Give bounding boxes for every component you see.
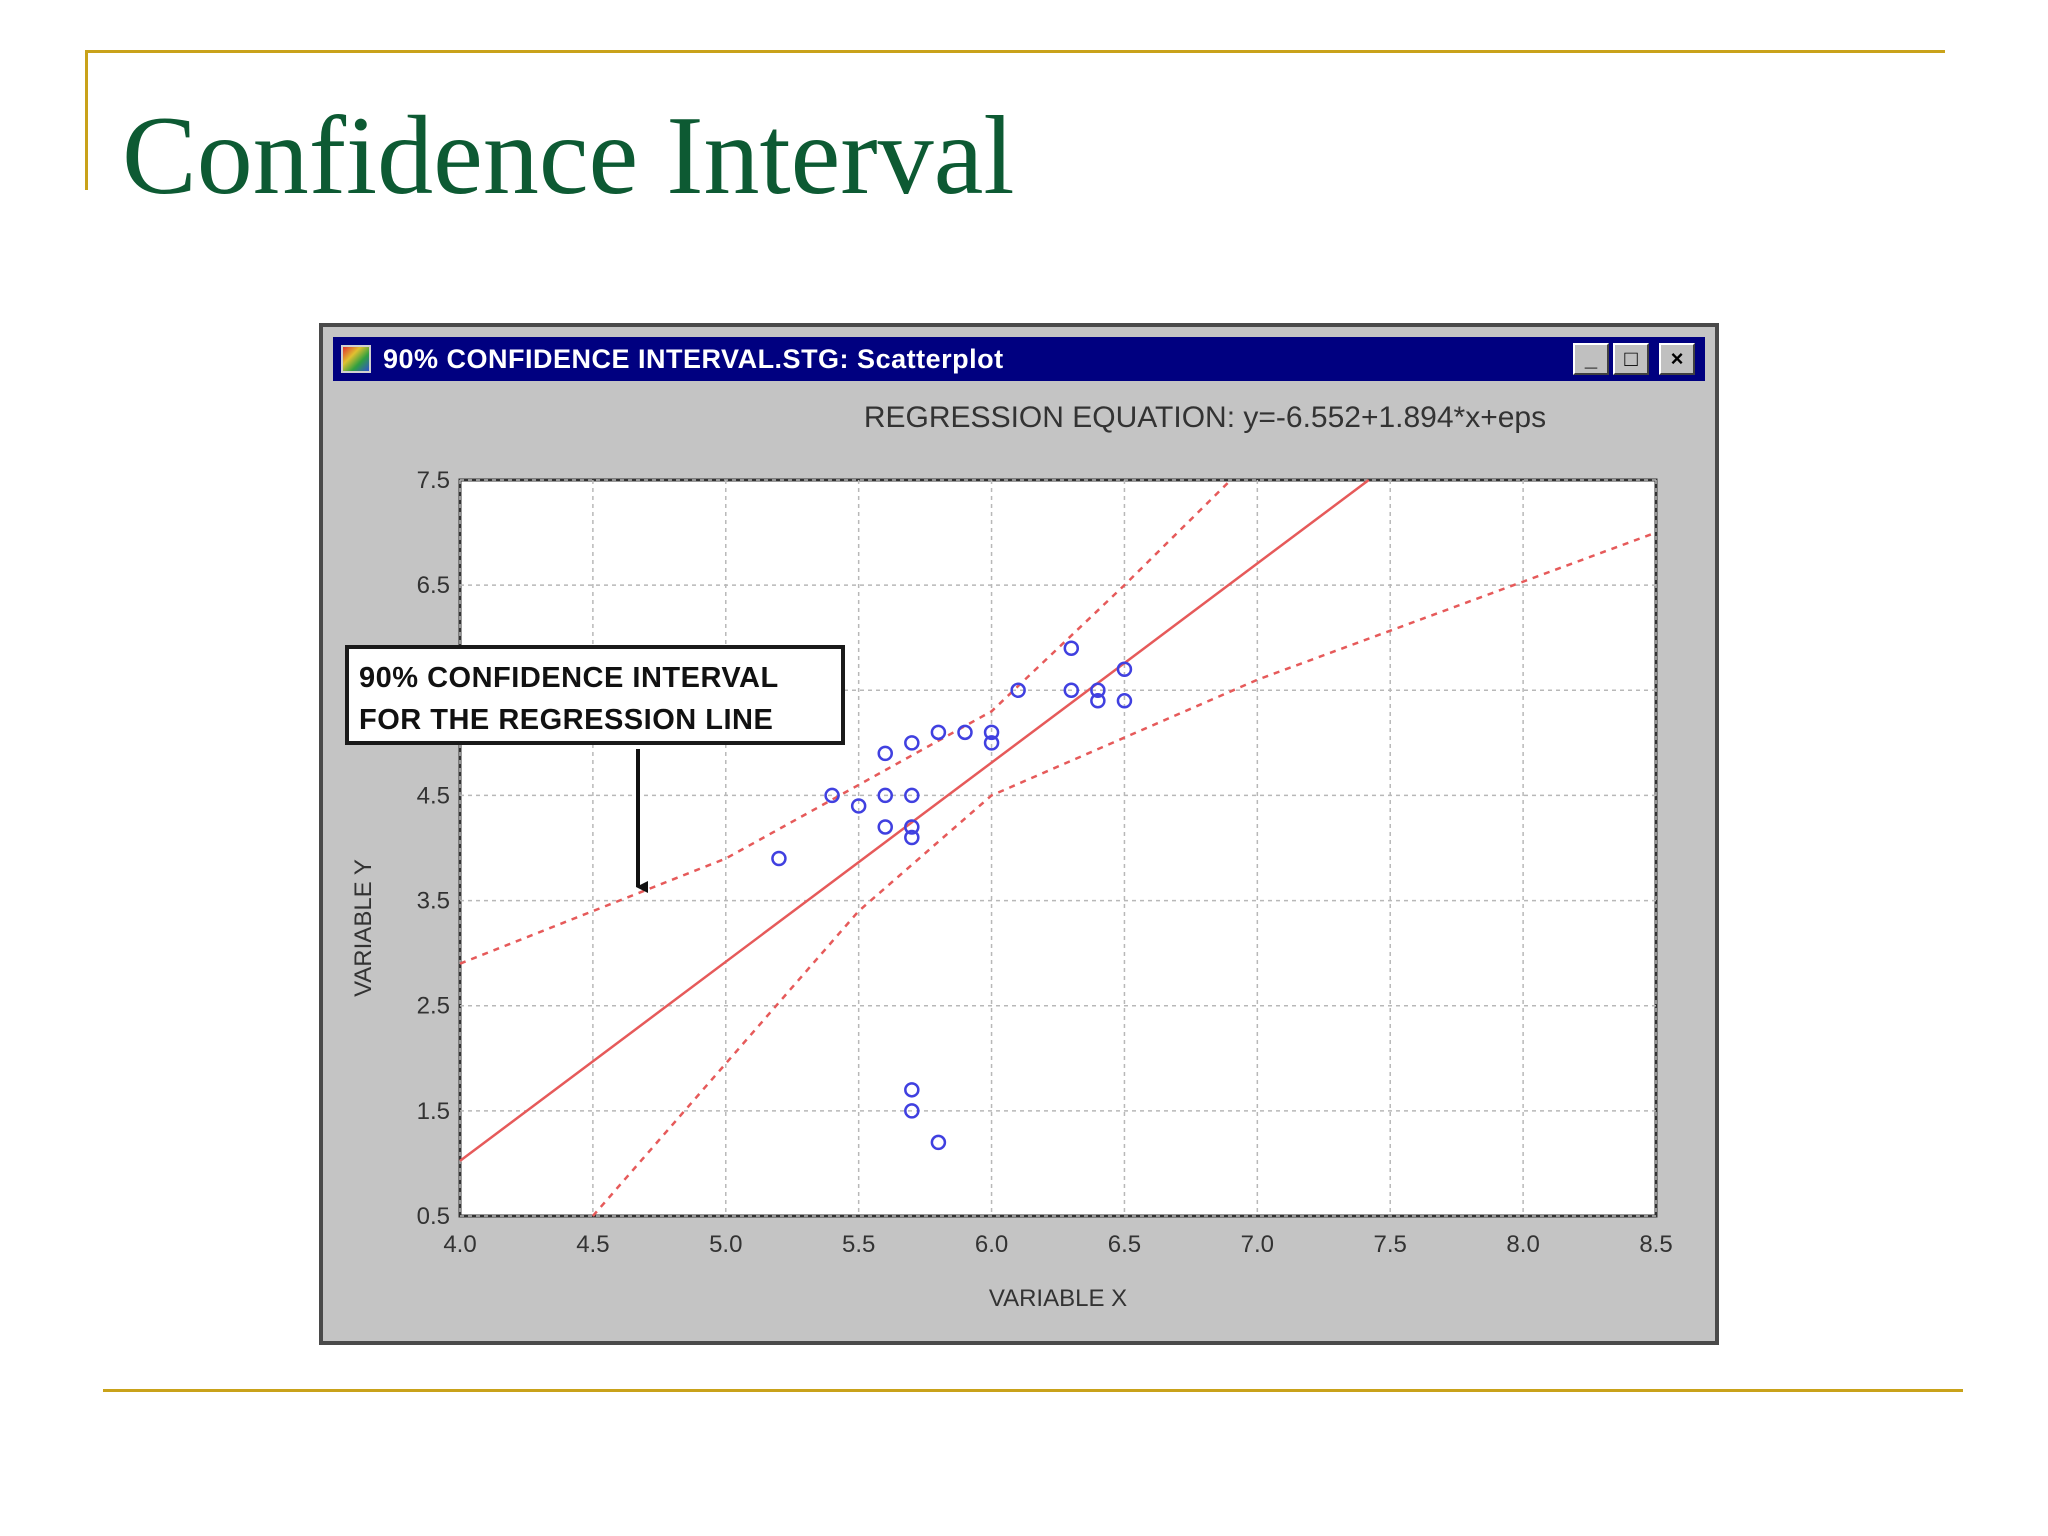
data-point	[1090, 693, 1106, 709]
data-point	[904, 819, 920, 835]
callout-line-2: FOR THE REGRESSION LINE	[359, 704, 774, 736]
data-point	[904, 1082, 920, 1098]
bottom-rule	[103, 1389, 1963, 1392]
x-tick-label: 6.0	[975, 1231, 1008, 1258]
x-tick-label: 5.5	[842, 1231, 875, 1258]
data-point	[904, 1103, 920, 1119]
x-tick-label: 8.5	[1639, 1231, 1672, 1258]
plot-area	[458, 478, 1658, 1218]
data-point	[1010, 682, 1026, 699]
data-point	[877, 819, 893, 835]
data-point	[983, 724, 1000, 741]
slide-title: Confidence Interval	[122, 94, 1015, 218]
chart-title: REGRESSION EQUATION: y=-6.552+1.894*x+ep…	[864, 401, 1546, 434]
y-tick-label: 2.5	[417, 993, 450, 1020]
data-point	[1063, 682, 1080, 699]
scatterplot-chart: REGRESSION EQUATION: y=-6.552+1.894*x+ep…	[350, 401, 1673, 1312]
close-button[interactable]: ×	[1659, 343, 1695, 375]
x-tick-label: 5.0	[709, 1231, 742, 1258]
window-titlebar[interactable]: 90% CONFIDENCE INTERVAL.STG: Scatterplot…	[333, 337, 1705, 381]
data-point	[904, 787, 920, 804]
data-point	[1090, 682, 1106, 699]
confidence-callout: 90% CONFIDENCE INTERVAL FOR THE REGRESSI…	[345, 645, 845, 745]
y-tick-label: 0.5	[417, 1203, 450, 1230]
left-rule	[85, 50, 88, 190]
data-point	[904, 735, 920, 751]
x-tick-label: 6.5	[1108, 1231, 1141, 1258]
x-tick-label: 4.5	[576, 1231, 609, 1258]
top-rule	[85, 50, 1945, 53]
confidence-band-upper	[459, 479, 1232, 965]
data-point	[1116, 693, 1133, 709]
x-tick-label: 7.5	[1374, 1231, 1407, 1258]
minimize-button[interactable]: _	[1573, 343, 1609, 375]
data-point	[930, 1134, 947, 1151]
data-point	[957, 724, 973, 741]
y-tick-label: 4.5	[417, 782, 450, 809]
y-tick-label: 1.5	[417, 1098, 450, 1125]
y-tick-label: 6.5	[417, 572, 450, 599]
y-tick-label: 7.5	[417, 467, 450, 494]
y-tick-label: 3.5	[417, 888, 450, 915]
data-point	[1116, 661, 1133, 678]
x-tick-label: 4.0	[443, 1231, 476, 1258]
x-tick-label: 8.0	[1506, 1231, 1539, 1258]
app-icon	[341, 345, 371, 373]
data-point	[771, 850, 787, 867]
data-point	[877, 745, 893, 762]
x-tick-label: 7.0	[1241, 1231, 1274, 1258]
callout-line-1: 90% CONFIDENCE INTERVAL	[359, 662, 779, 694]
data-point	[877, 787, 893, 804]
data-point	[904, 829, 920, 846]
window-title: 90% CONFIDENCE INTERVAL.STG: Scatterplot	[383, 344, 1004, 374]
confidence-band-lower	[591, 531, 1657, 1217]
data-point	[983, 735, 1000, 751]
data-point	[824, 787, 840, 804]
scatterplot-window: 90% CONFIDENCE INTERVAL.STG: Scatterplot…	[319, 323, 1719, 1345]
x-axis-label: VARIABLE X	[989, 1285, 1127, 1312]
data-point	[850, 798, 867, 814]
data-point	[1063, 640, 1080, 656]
y-axis-label: VARIABLE Y	[350, 859, 377, 997]
maximize-button[interactable]: □	[1613, 343, 1649, 375]
data-point	[930, 724, 947, 741]
